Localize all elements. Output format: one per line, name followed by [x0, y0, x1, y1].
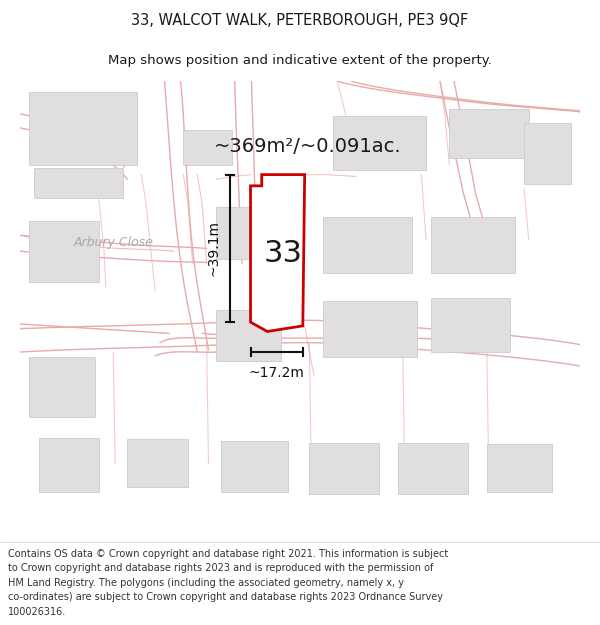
Text: ~17.2m: ~17.2m	[249, 366, 305, 380]
Bar	[332, 116, 426, 170]
Text: HM Land Registry. The polygons (including the associated geometry, namely x, y: HM Land Registry. The polygons (includin…	[8, 578, 404, 588]
Bar	[431, 298, 510, 352]
Bar	[34, 168, 122, 198]
Bar	[216, 208, 281, 259]
Bar	[323, 301, 417, 357]
Text: to Crown copyright and database rights 2023 and is reproduced with the permissio: to Crown copyright and database rights 2…	[8, 563, 433, 573]
Text: Contains OS data © Crown copyright and database right 2021. This information is : Contains OS data © Crown copyright and d…	[8, 549, 448, 559]
Bar	[29, 357, 95, 418]
Bar	[398, 442, 468, 494]
Bar	[310, 442, 379, 494]
Bar	[323, 217, 412, 272]
Bar	[524, 123, 571, 184]
Bar	[431, 217, 515, 272]
Bar	[183, 130, 232, 165]
Polygon shape	[251, 174, 305, 331]
Text: Arbury Close: Arbury Close	[73, 236, 153, 249]
Bar	[127, 439, 188, 488]
Text: ~39.1m: ~39.1m	[206, 221, 221, 276]
Text: 100026316.: 100026316.	[8, 607, 66, 617]
Text: 33, WALCOT WALK, PETERBOROUGH, PE3 9QF: 33, WALCOT WALK, PETERBOROUGH, PE3 9QF	[131, 12, 469, 28]
Text: Map shows position and indicative extent of the property.: Map shows position and indicative extent…	[108, 54, 492, 68]
Bar	[487, 444, 552, 492]
Bar	[216, 310, 281, 361]
Bar	[29, 92, 137, 165]
Text: 33: 33	[263, 239, 302, 269]
Bar	[29, 221, 99, 282]
Bar	[449, 109, 529, 158]
Bar	[38, 438, 99, 492]
Text: ~369m²/~0.091ac.: ~369m²/~0.091ac.	[214, 137, 402, 156]
Text: co-ordinates) are subject to Crown copyright and database rights 2023 Ordnance S: co-ordinates) are subject to Crown copyr…	[8, 592, 443, 602]
Bar	[221, 441, 288, 492]
